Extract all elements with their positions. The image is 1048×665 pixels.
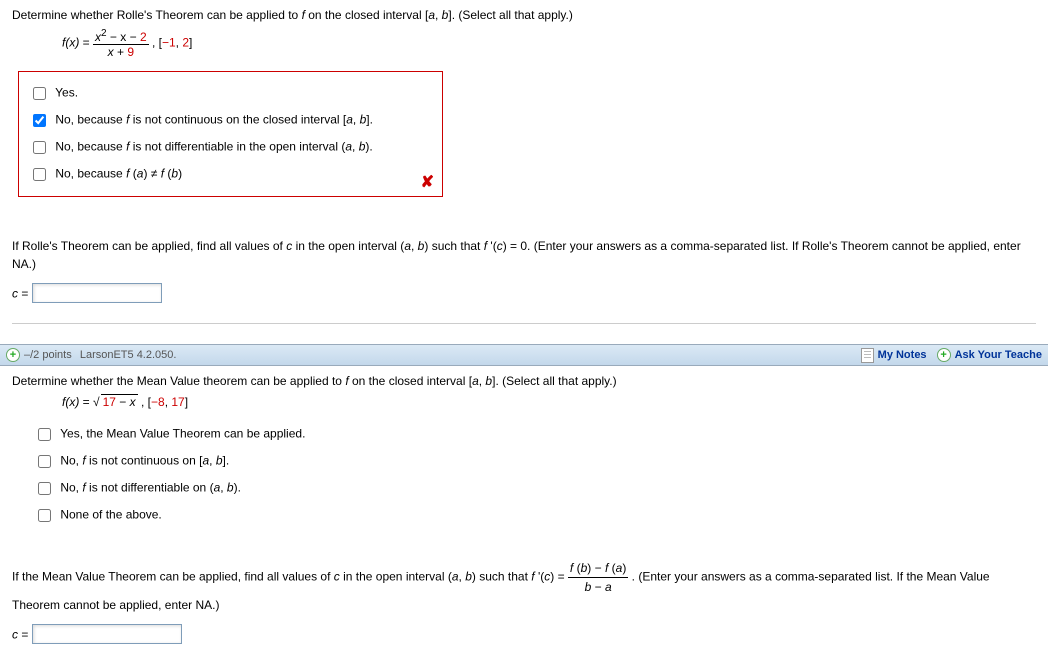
q2-function: f(x) = √17 − x , [−8, 17] bbox=[62, 394, 1036, 409]
q1-option-4: No, because f (a) ≠ f (b) bbox=[29, 161, 432, 188]
q2-checkbox-3[interactable] bbox=[38, 482, 51, 495]
q1-c-input-row: c = bbox=[12, 283, 1036, 303]
q1-checkbox-1[interactable] bbox=[33, 87, 46, 100]
question-ref: LarsonET5 4.2.050. bbox=[80, 349, 177, 361]
q2-checkbox-1[interactable] bbox=[38, 428, 51, 441]
divider bbox=[12, 323, 1036, 324]
incorrect-icon: ✘ bbox=[421, 172, 434, 192]
question-header: + –/2 points LarsonET5 4.2.050. My Notes… bbox=[0, 344, 1048, 366]
q2-option-4-label: None of the above. bbox=[60, 508, 161, 522]
q1-part2-prompt: If Rolle's Theorem can be applied, find … bbox=[12, 237, 1036, 273]
q1-option-2-label: No, because f is not continuous on the c… bbox=[55, 113, 373, 127]
points-label: –/2 points bbox=[24, 349, 72, 361]
q2-c-input[interactable] bbox=[32, 624, 182, 644]
q2-part2-prompt: If the Mean Value Theorem can be applied… bbox=[12, 559, 1036, 614]
q1-checkbox-4[interactable] bbox=[33, 168, 46, 181]
q2-checkbox-4[interactable] bbox=[38, 509, 51, 522]
expand-icon[interactable]: + bbox=[6, 348, 20, 362]
q1-option-2: No, because f is not continuous on the c… bbox=[29, 107, 432, 134]
q1-option-4-label: No, because f (a) ≠ f (b) bbox=[55, 167, 182, 181]
q1-prompt: Determine whether Rolle's Theorem can be… bbox=[12, 8, 1036, 22]
q2-option-2-label: No, f is not continuous on [a, b]. bbox=[60, 454, 229, 468]
note-icon bbox=[861, 348, 874, 363]
q2-c-input-row: c = bbox=[12, 624, 1036, 644]
q2-options: Yes, the Mean Value Theorem can be appli… bbox=[34, 421, 1036, 529]
q1-function: f(x) = x2 − x − 2 x + 9 , [−1, 2] bbox=[62, 28, 1036, 59]
q1-checkbox-3[interactable] bbox=[33, 141, 46, 154]
ask-teacher-link[interactable]: + Ask Your Teache bbox=[937, 348, 1042, 362]
q1-c-input[interactable] bbox=[32, 283, 162, 303]
q2-option-4: None of the above. bbox=[34, 502, 1036, 529]
my-notes-link[interactable]: My Notes bbox=[861, 348, 927, 363]
q1-option-1-label: Yes. bbox=[55, 86, 78, 100]
q1-answer-box: Yes. No, because f is not continuous on … bbox=[18, 71, 443, 197]
q2-option-1-label: Yes, the Mean Value Theorem can be appli… bbox=[60, 427, 305, 441]
q2-option-1: Yes, the Mean Value Theorem can be appli… bbox=[34, 421, 1036, 448]
q1-option-3: No, because f is not differentiable in t… bbox=[29, 134, 432, 161]
q2-prompt: Determine whether the Mean Value theorem… bbox=[12, 374, 1036, 388]
q1-checkbox-2[interactable] bbox=[33, 114, 46, 127]
q2-option-3-label: No, f is not differentiable on (a, b). bbox=[60, 481, 241, 495]
plus-icon: + bbox=[937, 348, 951, 362]
q2-checkbox-2[interactable] bbox=[38, 455, 51, 468]
q2-option-3: No, f is not differentiable on (a, b). bbox=[34, 475, 1036, 502]
q2-option-2: No, f is not continuous on [a, b]. bbox=[34, 448, 1036, 475]
q1-option-3-label: No, because f is not differentiable in t… bbox=[55, 140, 372, 154]
q1-option-1: Yes. bbox=[29, 80, 432, 107]
